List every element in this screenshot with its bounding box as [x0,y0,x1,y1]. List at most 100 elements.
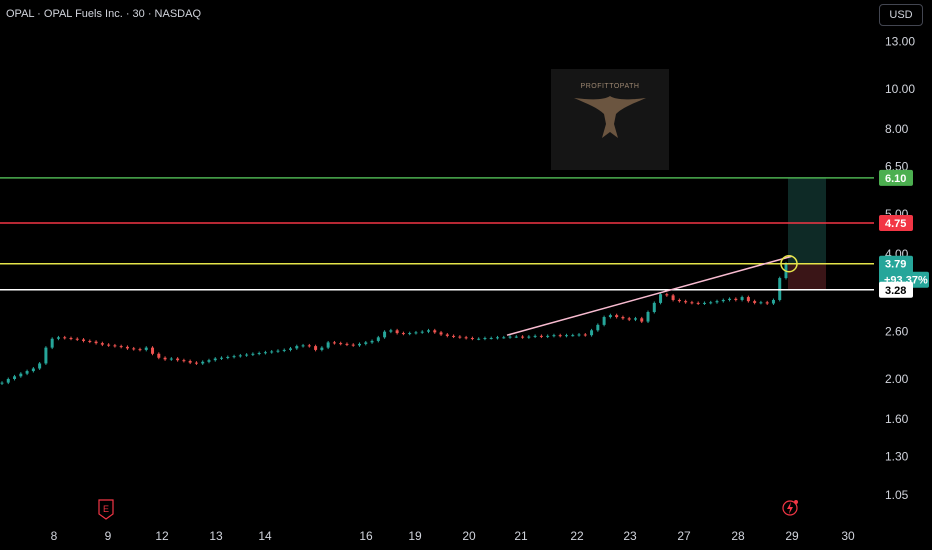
candle-body [226,356,230,358]
candle-body [345,343,349,345]
candle-body [395,330,399,334]
candle-body [420,331,424,333]
candle-body [702,302,706,304]
earnings-letter: E [103,504,109,514]
candle-body [332,342,336,344]
candle-body [401,333,405,335]
x-tick-label: 12 [155,529,169,543]
candle-body [533,335,537,337]
y-tick-label: 13.00 [885,34,915,48]
y-tick-label: 1.60 [885,412,909,426]
candle-body [107,344,111,346]
watermark-logo: PROFITTOPATH [551,69,669,170]
earnings-marker[interactable]: E [98,499,114,520]
candle-body [564,335,568,337]
candles [0,262,788,385]
currency-button[interactable]: USD [879,4,923,26]
candle-body [282,349,286,351]
candle-body [6,379,10,383]
candle-body [270,351,274,353]
symbol-title[interactable]: OPAL · OPAL Fuels Inc. · 30 · NASDAQ [6,8,202,20]
watermark-text: PROFITTOPATH [581,83,640,90]
candle-body [746,297,750,302]
candle-body [677,299,681,302]
lightning-icon [782,500,798,516]
candle-body [370,340,374,343]
candle-body [69,338,73,340]
candle-body [596,324,600,331]
candle-body [339,343,343,345]
candle-body [470,338,474,340]
trend-line[interactable] [506,255,793,336]
candle-body [88,340,92,342]
candle-body [364,342,368,344]
candle-body [709,302,713,304]
dividend-marker[interactable] [782,500,798,516]
eagle-icon [574,96,646,138]
highlight-circle[interactable] [780,254,798,273]
lightning-bolt-icon [787,502,793,514]
candle-body [176,358,180,361]
price-levels [0,177,874,291]
candle-body [765,302,769,304]
candle-body [144,347,148,350]
stop-price-badge [879,215,913,232]
candle-body [527,336,531,338]
x-tick-label: 8 [51,529,58,543]
candle-body [659,294,663,303]
loss-zone [788,263,826,290]
candle-body [608,315,612,318]
y-tick-label: 2.00 [885,372,909,386]
current-price-label: 3.79 [885,259,906,271]
y-tick-label: 2.60 [885,325,909,339]
candle-body [571,335,575,337]
candle-body [389,330,393,332]
candle-body [113,345,117,347]
x-tick-label: 19 [408,529,422,543]
candle-body [621,317,625,319]
candle-body [358,343,362,346]
candle-body [351,344,355,346]
candle-body [119,346,123,348]
candle-body [615,315,619,318]
stop-price-label: 4.75 [885,218,906,230]
candle-body [245,354,249,356]
y-tick-label: 8.00 [885,122,909,136]
candle-body [232,356,236,358]
candle-body [778,278,782,300]
candle-body [383,331,387,338]
candle-body [138,349,142,351]
candle-body [671,295,675,300]
candle-body [31,368,35,372]
candle-body [495,337,499,339]
candle-body [19,373,23,377]
candle-body [257,353,261,355]
candle-body [63,337,67,339]
x-tick-label: 13 [209,529,223,543]
candle-body [633,318,637,320]
x-tick-label: 14 [258,529,272,543]
candle-body [314,346,318,350]
candle-body [263,352,267,354]
candle-body [458,336,462,338]
candle-body [740,297,744,300]
candle-body [0,382,4,384]
candle-body [728,298,732,300]
candle-body [163,357,167,360]
candle-body [696,302,700,304]
candle-body [157,353,161,358]
candle-body [295,346,299,349]
x-tick-label: 23 [623,529,637,543]
event-dot-icon [794,500,798,504]
candle-body [715,301,719,303]
candle-body [508,336,512,338]
candle-body [188,360,192,363]
candle-body [558,335,562,337]
candle-body [25,371,29,374]
candle-body [182,360,186,362]
x-tick-label: 21 [514,529,528,543]
candle-body [640,318,644,322]
candle-body [376,337,380,341]
candle-body [125,346,129,349]
